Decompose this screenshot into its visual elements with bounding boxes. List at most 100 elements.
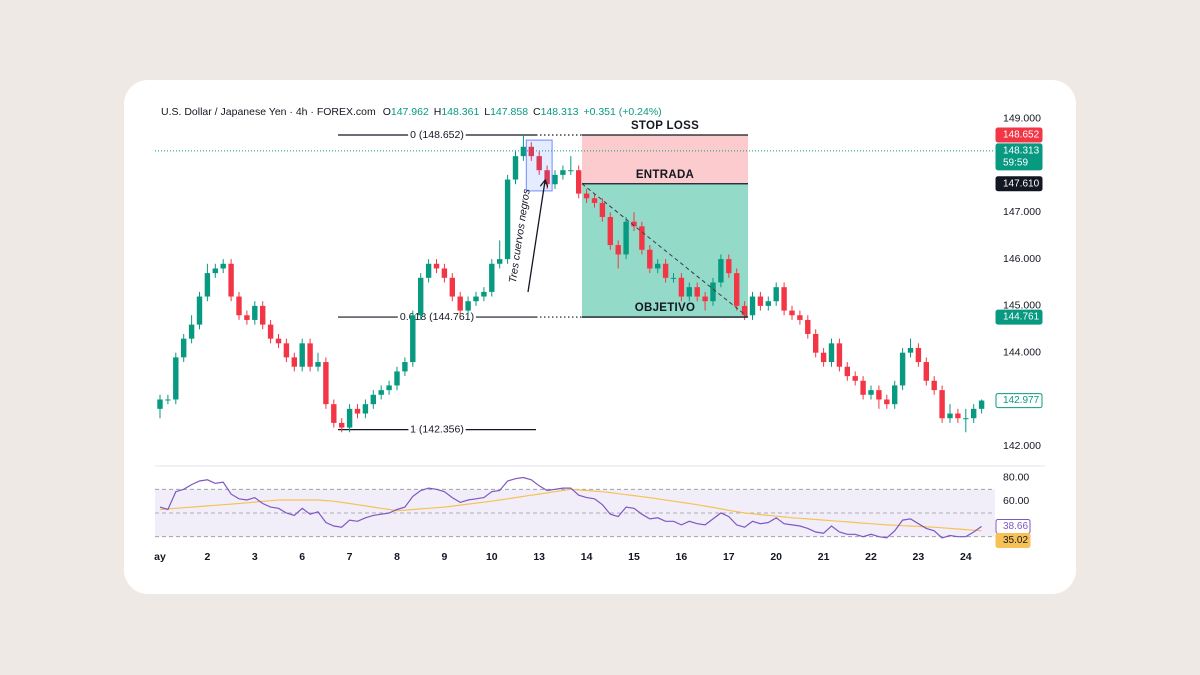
position-label: ENTRADA <box>636 169 694 181</box>
candle-body <box>876 390 882 400</box>
candle-body <box>378 390 384 395</box>
fib-label: 1 (142.356) <box>410 423 464 435</box>
price-tag-label: 148.313 <box>1003 146 1040 157</box>
candle-body <box>291 357 297 367</box>
x-tick-label: 16 <box>676 551 688 563</box>
candle-body <box>552 174 558 185</box>
candle-body <box>955 413 961 419</box>
candle-body <box>702 296 708 302</box>
ohlc-key: L <box>484 106 490 118</box>
candle-body <box>481 291 487 297</box>
candle-body <box>283 343 290 358</box>
candle-body <box>915 348 922 363</box>
candle-body <box>489 263 495 292</box>
candle-body <box>749 296 756 316</box>
x-tick-label: 22 <box>865 551 877 563</box>
rsi-tag <box>995 532 1031 548</box>
candle-body <box>694 287 700 297</box>
ohlc-key: O <box>383 106 391 118</box>
candle-body <box>449 277 455 297</box>
chart-header: U.S. Dollar / Japanese Yen · 4h · FOREX.… <box>161 106 662 118</box>
candle-body <box>892 385 898 405</box>
candle-body <box>828 343 835 363</box>
candle-body <box>504 179 511 260</box>
candle-body <box>370 394 376 405</box>
ohlc-value: 148.313 <box>541 106 579 118</box>
candle-body <box>971 408 977 419</box>
candle-body <box>978 400 985 409</box>
candle-body <box>813 333 819 353</box>
candle-body <box>425 263 432 278</box>
candle-body <box>331 404 337 423</box>
candle-body <box>852 376 858 381</box>
x-tick-label: 15 <box>628 551 640 563</box>
candle-body <box>820 352 827 363</box>
x-tick-label: 17 <box>723 551 735 563</box>
candle-body <box>947 413 953 419</box>
candle-body <box>631 221 637 227</box>
candle-body <box>583 193 590 199</box>
symbol: U.S. Dollar / Japanese Yen · 4h · FOREX.… <box>161 106 376 118</box>
candle-body <box>473 296 479 302</box>
candle-body <box>220 263 226 269</box>
candle-body <box>244 315 250 320</box>
x-tick-label: 20 <box>770 551 782 563</box>
x-tick-label: 9 <box>441 551 447 563</box>
x-tick-label: 24 <box>960 551 972 563</box>
y-tick-label: 149.000 <box>1003 112 1041 124</box>
candle-body <box>615 245 621 255</box>
candle-body <box>228 263 234 297</box>
price-tag-label: 148.652 <box>1003 130 1040 141</box>
candle-body <box>260 305 266 325</box>
candle-body <box>188 324 195 339</box>
candle-body <box>781 287 787 311</box>
candle-body <box>741 305 748 316</box>
price-tag <box>995 127 1043 143</box>
candle-body <box>686 287 692 297</box>
rsi-tag-label: 35.02 <box>1003 535 1028 546</box>
candle-body <box>773 287 779 302</box>
candle-body <box>655 263 661 269</box>
candle-body <box>907 348 914 353</box>
ohlc-value: 147.962 <box>391 106 429 118</box>
x-tick-label: 3 <box>252 551 258 563</box>
candle-body <box>212 268 218 274</box>
y-tick-label: 142.000 <box>1003 440 1041 452</box>
candle-body <box>465 301 471 311</box>
x-tick-label: ay <box>154 551 166 563</box>
candle-body <box>441 268 448 278</box>
candle-body <box>236 296 242 316</box>
candle-body <box>252 305 258 320</box>
candle-body <box>591 198 598 203</box>
candle-body <box>868 390 874 395</box>
x-tick-label: 8 <box>394 551 400 563</box>
rsi-tag-label: 38.66 <box>1003 521 1028 532</box>
candle-body <box>394 371 400 386</box>
trend-line <box>581 183 749 318</box>
candle-body <box>181 338 187 358</box>
candle-body <box>963 418 969 420</box>
candle-body <box>157 399 163 409</box>
candle-body <box>410 315 416 363</box>
price-tag <box>995 309 1043 325</box>
candle-body <box>275 338 282 344</box>
candle-body <box>346 408 353 428</box>
position-label: OBJETIVO <box>635 302 696 314</box>
candle-body <box>718 259 724 283</box>
ohlc-value: 148.361 <box>441 106 479 118</box>
candle-body <box>568 170 574 172</box>
rsi-ma-line <box>159 488 982 532</box>
candle-body <box>576 170 582 194</box>
candle-body <box>299 343 305 367</box>
candle-body <box>204 273 211 297</box>
candle-body <box>607 216 613 246</box>
candle-body <box>805 319 811 334</box>
candle-body <box>836 343 843 367</box>
x-tick-label: 13 <box>533 551 545 563</box>
candle-body <box>639 226 645 250</box>
candle-body <box>354 408 361 414</box>
candle-body <box>560 170 566 175</box>
candle-body <box>899 352 906 386</box>
change: +0.351 (+0.24%) <box>583 106 661 118</box>
